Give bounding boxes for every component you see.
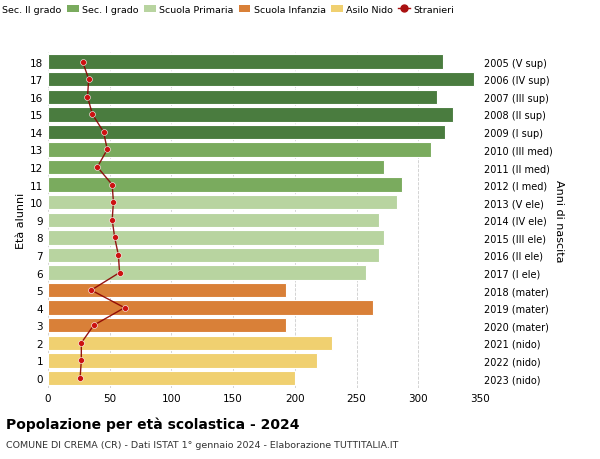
Bar xyxy=(48,319,286,333)
Bar xyxy=(48,196,397,210)
Bar xyxy=(48,125,445,140)
Point xyxy=(78,59,88,66)
Bar xyxy=(48,231,384,245)
Point xyxy=(83,94,92,101)
Y-axis label: Età alunni: Età alunni xyxy=(16,192,26,248)
Point xyxy=(107,182,117,189)
Bar xyxy=(48,108,453,122)
Point xyxy=(120,304,130,312)
Point xyxy=(86,287,96,294)
Bar xyxy=(48,213,379,228)
Point xyxy=(107,217,117,224)
Y-axis label: Anni di nascita: Anni di nascita xyxy=(554,179,564,262)
Bar xyxy=(48,143,431,157)
Bar xyxy=(48,336,332,350)
Bar xyxy=(48,73,474,87)
Point xyxy=(75,375,85,382)
Bar xyxy=(48,161,384,175)
Bar xyxy=(48,283,286,298)
Point xyxy=(113,252,123,259)
Text: COMUNE DI CREMA (CR) - Dati ISTAT 1° gennaio 2024 - Elaborazione TUTTITALIA.IT: COMUNE DI CREMA (CR) - Dati ISTAT 1° gen… xyxy=(6,440,398,449)
Point xyxy=(89,322,98,329)
Bar xyxy=(48,90,437,105)
Point xyxy=(115,269,124,277)
Bar xyxy=(48,266,367,280)
Point xyxy=(84,76,94,84)
Point xyxy=(88,112,97,119)
Bar xyxy=(48,248,379,263)
Point xyxy=(77,357,86,364)
Point xyxy=(103,146,112,154)
Bar xyxy=(48,301,373,315)
Bar xyxy=(48,371,295,386)
Point xyxy=(109,199,118,207)
Bar xyxy=(48,178,402,192)
Bar xyxy=(48,55,443,70)
Bar xyxy=(48,353,317,368)
Text: Popolazione per età scolastica - 2024: Popolazione per età scolastica - 2024 xyxy=(6,417,299,431)
Point xyxy=(77,340,86,347)
Point xyxy=(92,164,102,171)
Legend: Sec. II grado, Sec. I grado, Scuola Primaria, Scuola Infanzia, Asilo Nido, Stran: Sec. II grado, Sec. I grado, Scuola Prim… xyxy=(0,6,454,15)
Point xyxy=(99,129,109,136)
Point xyxy=(110,234,119,241)
